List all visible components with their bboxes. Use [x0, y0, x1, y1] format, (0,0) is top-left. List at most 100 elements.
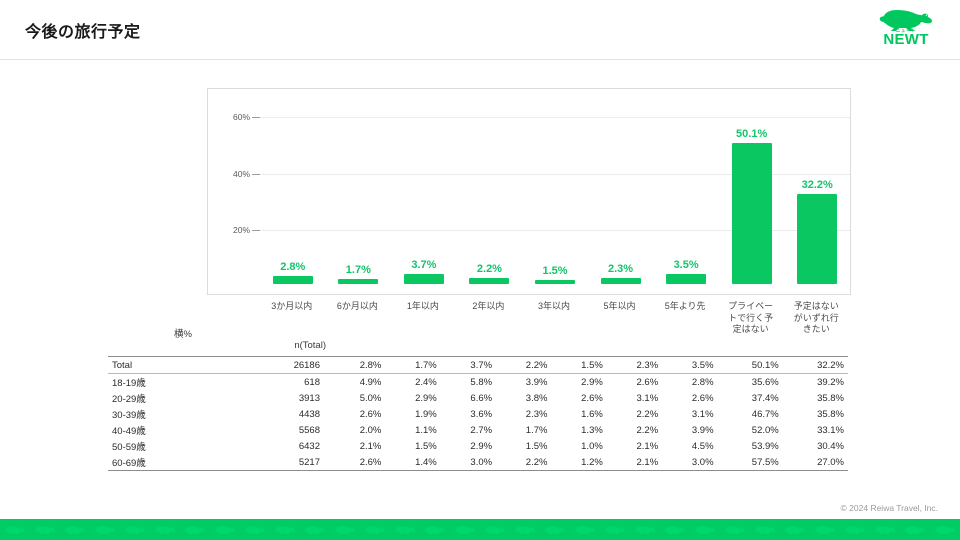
- logo-wordmark: NEWT: [883, 31, 929, 48]
- table-row: 40-49歳 5568 2.0% 1.1% 2.7% 1.7% 1.3% 2.2% 3.9% 52…: [108, 422, 848, 438]
- table-cell-value: 57.5%: [717, 454, 783, 471]
- bar-column[interactable]: 50.1%: [731, 89, 772, 284]
- bar[interactable]: [797, 193, 838, 284]
- x-axis-label: 3年以内: [523, 301, 585, 313]
- bar[interactable]: [535, 279, 575, 284]
- y-tick-label: 40%: [232, 168, 250, 179]
- y-tick-mark: [252, 229, 260, 231]
- turtle-icon: [454, 523, 476, 536]
- bar[interactable]: [731, 143, 772, 284]
- table-cell-value: 3.8%: [525, 392, 548, 404]
- bar-value-label: 32.2%: [801, 178, 833, 191]
- table-cell-value: 1.3%: [581, 424, 603, 436]
- table-cell-value: 1.7%: [525, 424, 548, 436]
- bar-column[interactable]: 2.3%: [600, 89, 641, 284]
- logo-kana-text: ニュート: [895, 28, 917, 33]
- bar[interactable]: [600, 277, 641, 284]
- table-cell-value: 52.0%: [751, 424, 779, 436]
- x-label-line: トで行く予: [728, 312, 774, 323]
- x-label-line: 3か月以内: [271, 301, 313, 311]
- bar-column[interactable]: 3.7%: [403, 89, 444, 284]
- copyright-text: © 2024 Reiwa Travel, Inc.: [840, 503, 938, 513]
- chart-plot-area: 2.8% 1.7% 3.7% 2.2% 1.5% 2.3% 3.5% 50.1% 32.2%: [260, 89, 850, 294]
- turtle-icon: [424, 523, 446, 536]
- table-cell-value: 2.4%: [415, 376, 437, 388]
- bar[interactable]: [469, 277, 510, 284]
- bar-column[interactable]: 1.7%: [338, 89, 379, 284]
- table-cell-value: 1.5%: [551, 356, 607, 374]
- x-axis-label: 1年以内: [392, 301, 454, 313]
- table-cell-value: 53.9%: [751, 440, 779, 452]
- table-cell-value: 1.9%: [415, 408, 437, 420]
- turtle-icon: [544, 523, 566, 536]
- table-cell-value: 2.2%: [496, 454, 552, 471]
- table-row: 18-19歳 618 4.9% 2.4% 5.8% 3.9% 2.9% 2.6% 2.8% 35.…: [108, 374, 848, 391]
- bar-column[interactable]: 32.2%: [797, 89, 838, 284]
- table-cell-value: 37.4%: [751, 392, 779, 404]
- table-row-label: 50-59歳: [112, 442, 146, 453]
- turtle-icon: [904, 523, 926, 536]
- table-cell-value: 3.6%: [470, 408, 493, 420]
- turtle-icon: [34, 523, 56, 536]
- table-cell-value: 5.0%: [359, 392, 382, 404]
- table-cell-n-total: 618: [304, 376, 320, 388]
- turtle-icon: [334, 523, 356, 536]
- bar-column[interactable]: 3.5%: [666, 89, 707, 284]
- bar-column[interactable]: 2.2%: [469, 89, 510, 284]
- table-cell-n-total: 6432: [298, 440, 320, 452]
- gridline-60%: [260, 117, 850, 119]
- bar-value-label: 3.7%: [411, 258, 437, 271]
- table-cell-value: 2.2%: [496, 356, 552, 374]
- table-cell-value: 32.2%: [782, 356, 848, 374]
- table-cell-value: 46.7%: [751, 408, 779, 420]
- table-cell-value: 2.1%: [359, 440, 382, 452]
- x-label-line: 予定はない: [793, 301, 839, 311]
- table-cell-value: 3.1%: [636, 392, 659, 404]
- turtle-icon: [784, 523, 806, 536]
- table-cell-value: 1.4%: [385, 454, 441, 471]
- x-label-line: 3年以内: [537, 301, 570, 311]
- turtle-icon: [724, 523, 746, 536]
- y-tick-label: 20%: [232, 224, 250, 235]
- table-cell-value: 2.6%: [581, 392, 603, 404]
- turtle-icon: [154, 523, 176, 536]
- table-cell-value: 3.9%: [525, 376, 548, 388]
- table-cell-value: 3.0%: [662, 454, 718, 471]
- table-row-label: 30-39歳: [112, 410, 146, 421]
- table-cell-value: 39.2%: [817, 376, 844, 388]
- turtle-icon: [4, 523, 26, 536]
- table-row-label: 40-49歳: [112, 426, 146, 437]
- turtle-icon: [214, 523, 236, 536]
- table-cell-value: 3.9%: [691, 424, 714, 436]
- x-label-line: がいずれ行: [793, 312, 839, 323]
- bar-column[interactable]: 2.8%: [272, 89, 313, 284]
- turtle-icon: [124, 523, 146, 536]
- table-cell-value: 2.0%: [359, 424, 382, 436]
- table-cell-n-total: 26186: [212, 356, 330, 374]
- bar-chart: 20% 40% 60% 2.8% 1.7% 3.7% 2.2% 1.5% 2.3% 3.5% 50…: [207, 88, 851, 295]
- bar[interactable]: [338, 279, 379, 284]
- table-cell-value: 2.6%: [330, 454, 386, 471]
- gridline-20%: [260, 229, 850, 231]
- table-cell-value: 2.6%: [691, 392, 714, 404]
- bar[interactable]: [403, 273, 444, 284]
- percent-note-label: 横%: [174, 329, 192, 340]
- table-cell-value: 2.6%: [359, 408, 382, 420]
- table-cell-n-total: 4438: [298, 408, 320, 420]
- turtle-icon: [244, 523, 266, 536]
- bar[interactable]: [272, 276, 313, 284]
- table-cell-value: 27.0%: [782, 454, 848, 471]
- turtle-icon: [694, 523, 716, 536]
- turtle-icon: [364, 523, 386, 536]
- table-row: Total 26186 2.8% 1.7% 3.7% 2.2% 1.5% 2.3% 3.5% 50…: [108, 356, 848, 374]
- x-label-line: 5年以内: [603, 301, 636, 311]
- turtle-icon: [394, 523, 416, 536]
- bar-column[interactable]: 1.5%: [535, 89, 575, 284]
- y-tick-label: 60%: [232, 112, 250, 123]
- turtle-icon: [664, 523, 686, 536]
- table-row-label: Total: [108, 356, 212, 374]
- turtle-icon: [94, 523, 116, 536]
- table-row: 20-29歳 3913 5.0% 2.9% 6.6% 3.8% 2.6% 3.1% 2.6% 37…: [108, 390, 848, 406]
- table-cell-value: 33.1%: [817, 424, 844, 436]
- bar[interactable]: [666, 274, 707, 284]
